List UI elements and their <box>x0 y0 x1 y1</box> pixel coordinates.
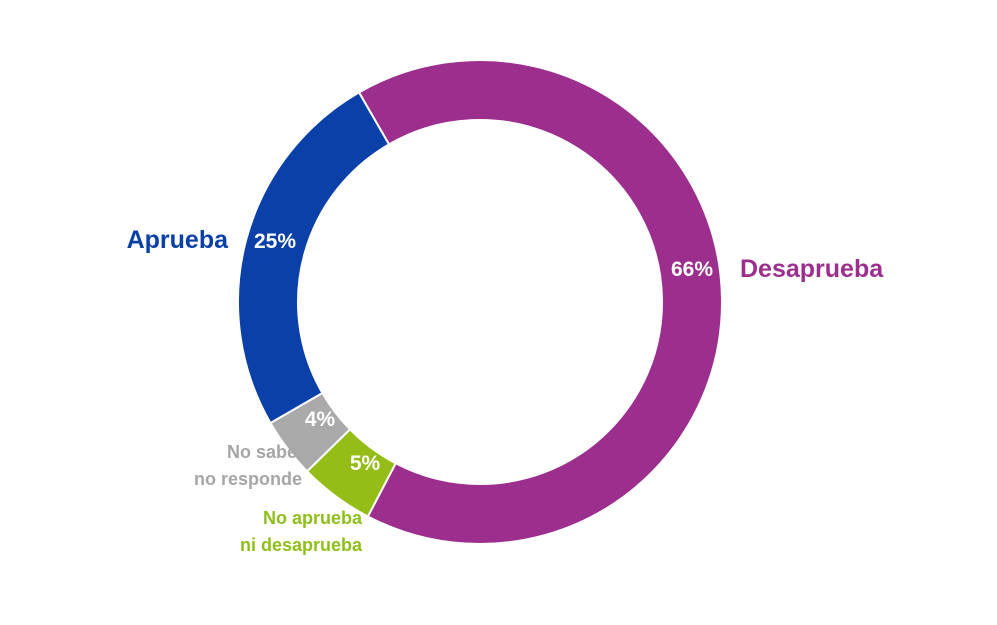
percent-labels: 66% 5% 4% 25% <box>254 230 713 475</box>
category-labels: Desaprueba Aprueba No sabe, no responde … <box>127 226 885 555</box>
slices-layer <box>237 59 723 545</box>
donut-slice-desaprueba <box>357 59 723 545</box>
no-aprueba-ni-desaprueba-percent-label: 5% <box>350 452 381 475</box>
no-aprueba-ni-desaprueba-label-line-2: ni desaprueba <box>240 535 363 555</box>
desaprueba-category-label: Desaprueba <box>740 255 884 283</box>
aprueba-category-label: Aprueba <box>127 226 230 254</box>
no-sabe-percent-label: 4% <box>305 408 336 431</box>
donut-slice-aprueba <box>237 91 391 425</box>
desaprueba-percent-label: 66% <box>671 258 713 281</box>
no-sabe-label-line-2: no responde <box>194 469 302 489</box>
no-sabe-label-line-1: No sabe, <box>227 442 302 462</box>
no-aprueba-ni-desaprueba-label-line-1: No aprueba <box>263 508 363 528</box>
aprueba-percent-label: 25% <box>254 230 296 253</box>
